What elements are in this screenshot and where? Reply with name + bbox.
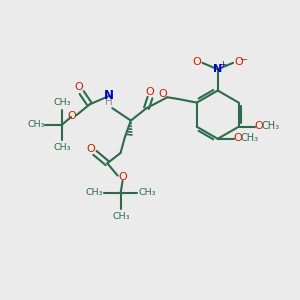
- Text: CH₃: CH₃: [261, 121, 279, 131]
- Text: O: O: [74, 82, 83, 92]
- Text: +: +: [219, 60, 226, 69]
- Text: O: O: [254, 121, 263, 131]
- Text: CH₃: CH₃: [27, 120, 44, 129]
- Text: CH₃: CH₃: [53, 98, 71, 106]
- Text: −: −: [240, 55, 248, 65]
- Text: O: O: [86, 143, 95, 154]
- Text: O: O: [118, 172, 127, 182]
- Text: N: N: [213, 64, 222, 74]
- Text: N: N: [104, 89, 114, 102]
- Text: O: O: [234, 57, 243, 67]
- Text: CH₃: CH₃: [138, 188, 156, 197]
- Text: O: O: [233, 133, 242, 143]
- Text: CH₃: CH₃: [53, 143, 71, 152]
- Text: O: O: [193, 57, 202, 67]
- Text: O: O: [146, 87, 154, 97]
- Text: CH₃: CH₃: [86, 188, 104, 197]
- Text: O: O: [67, 111, 76, 122]
- Text: O: O: [159, 89, 167, 99]
- Text: CH₃: CH₃: [240, 133, 258, 143]
- Text: H: H: [106, 97, 113, 107]
- Text: CH₃: CH₃: [112, 212, 130, 221]
